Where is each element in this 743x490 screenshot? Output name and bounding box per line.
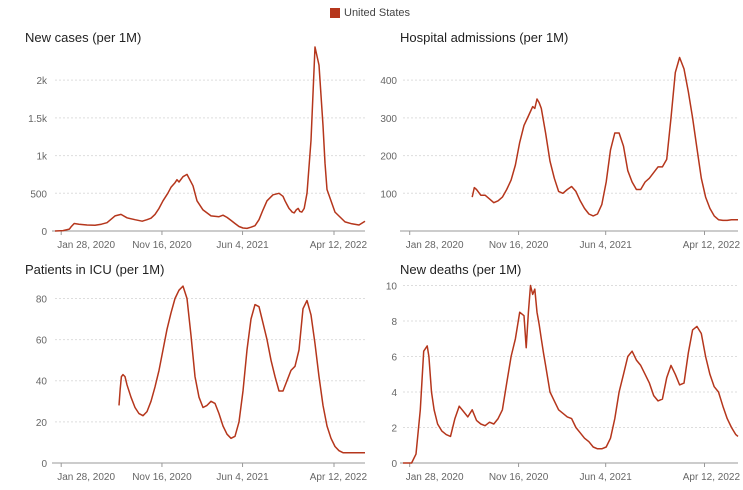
y-tick-label: 0: [41, 227, 47, 238]
chart-title: Hospital admissions (per 1M): [400, 30, 569, 45]
x-tick-label: Apr 12, 2022: [683, 472, 741, 483]
y-tick-label: 0: [41, 459, 47, 470]
y-tick-label: 2k: [36, 76, 48, 87]
y-tick-label: 100: [380, 189, 397, 200]
legend-label-united-states: United States: [344, 7, 411, 19]
series-line-united-states[interactable]: [54, 46, 366, 232]
chart-svg[interactable]: 100 200 300 400 Jan 28, 2020 Nov 16, 2020 Jun …: [380, 30, 743, 255]
series-line-united-states[interactable]: [471, 56, 738, 222]
x-tick-label: Jan 28, 2020: [57, 472, 115, 483]
x-tick-label: Jan 28, 2020: [406, 240, 464, 251]
y-tick-label: 400: [380, 76, 397, 87]
x-tick-label: Nov 16, 2020: [132, 472, 192, 483]
x-tick-label: Nov 16, 2020: [489, 240, 549, 251]
y-tick-label: 6: [391, 353, 397, 364]
x-tick-label: Jun 4, 2021: [580, 472, 633, 483]
chart-svg[interactable]: 0 20 40 60 80 Jan 28, 2020 Nov 16, 2020 Jun 4, …: [25, 262, 370, 490]
x-tick-label: Nov 16, 2020: [132, 240, 192, 251]
x-tick-label: Nov 16, 2020: [489, 472, 549, 483]
chart-title: New deaths (per 1M): [400, 262, 522, 277]
x-tick-label: Apr 12, 2022: [310, 472, 368, 483]
y-tick-label: 60: [36, 336, 48, 347]
series-line-united-states[interactable]: [118, 285, 365, 454]
x-tick-label: Jun 4, 2021: [580, 240, 633, 251]
y-tick-label: 1k: [36, 152, 48, 163]
x-tick-label: Apr 12, 2022: [683, 240, 741, 251]
legend-swatch-united-states: [330, 8, 340, 18]
chart-title: New cases (per 1M): [25, 30, 142, 45]
x-tick-label: Jun 4, 2021: [216, 240, 269, 251]
y-tick-label: 4: [391, 388, 397, 399]
y-tick-label: 80: [36, 294, 48, 305]
y-tick-label: 200: [380, 152, 397, 163]
legend[interactable]: United States: [330, 7, 410, 19]
chart-svg[interactable]: 0 2 4 6 8 10 Jan 28, 2020 Nov 16, 2020 Jun 4, 20…: [386, 262, 743, 490]
x-tick-label: Jan 28, 2020: [406, 472, 464, 483]
hospital-admissions-chart[interactable]: Hospital admissions (per 1M) 100 200 300 40…: [380, 30, 743, 255]
chart-svg[interactable]: 0 500 1k 1.5k 2k Jan 28, 2020 Nov 16, 2020 Jun …: [25, 30, 370, 255]
icu-patients-chart[interactable]: Patients in ICU (per 1M) 0 20 40 60 80 Jan 28…: [25, 262, 370, 490]
y-tick-label: 40: [36, 377, 48, 388]
x-tick-label: Jan 28, 2020: [57, 240, 115, 251]
y-tick-label: 10: [386, 282, 398, 293]
y-tick-label: 500: [30, 189, 47, 200]
chart-title: Patients in ICU (per 1M): [25, 262, 165, 277]
new-deaths-chart[interactable]: New deaths (per 1M) 0 2 4 6 8 10 Jan 28, 2020 N…: [386, 262, 743, 490]
y-tick-label: 300: [380, 114, 397, 125]
series-line-united-states[interactable]: [403, 284, 739, 464]
y-tick-label: 8: [391, 317, 397, 328]
y-tick-label: 1.5k: [28, 114, 48, 125]
y-tick-label: 0: [391, 459, 397, 470]
new-cases-chart[interactable]: New cases (per 1M) 0 500 1k 1.5k 2k Jan 28, 2…: [25, 30, 370, 255]
x-tick-label: Jun 4, 2021: [216, 472, 269, 483]
y-tick-label: 20: [36, 418, 48, 429]
x-tick-label: Apr 12, 2022: [310, 240, 368, 251]
y-tick-label: 2: [391, 424, 397, 435]
